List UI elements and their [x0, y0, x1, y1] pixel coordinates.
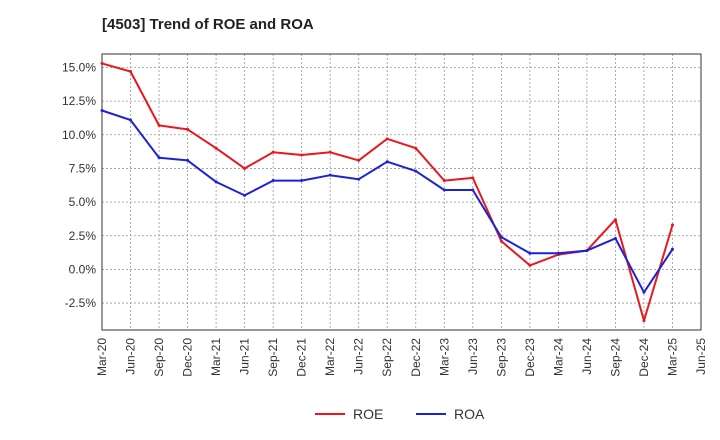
y-tick-label: 10.0%: [62, 128, 96, 142]
data-point-roe: [499, 239, 503, 243]
chart-title: [4503] Trend of ROE and ROA: [102, 16, 314, 33]
data-point-roa: [357, 177, 361, 181]
x-tick-label: Jun-22: [352, 338, 366, 375]
x-tick-label: Dec-20: [181, 338, 195, 377]
data-point-roa: [186, 158, 190, 162]
data-point-roa: [414, 169, 418, 173]
data-point-roa: [442, 188, 446, 192]
data-point-roe: [414, 146, 418, 150]
x-tick-label: Sep-20: [152, 338, 166, 377]
x-tick-label: Dec-24: [637, 338, 651, 377]
x-tick-label: Jun-20: [124, 338, 138, 375]
x-tick-label: Sep-24: [608, 338, 622, 377]
data-point-roa: [300, 179, 304, 183]
data-point-roa: [157, 156, 161, 160]
data-point-roa: [385, 160, 389, 164]
y-tick-label: -2.5%: [65, 296, 97, 310]
data-point-roa: [585, 249, 589, 253]
x-tick-label: Mar-21: [209, 338, 223, 376]
x-tick-label: Mar-24: [551, 338, 565, 376]
plot-frame: [101, 53, 702, 331]
data-point-roe: [328, 150, 332, 154]
data-point-roa: [328, 173, 332, 177]
x-tick-label: Mar-22: [323, 338, 337, 376]
x-tick-label: Dec-23: [523, 338, 537, 377]
data-point-roa: [243, 193, 247, 197]
y-tick-label: 0.0%: [69, 262, 97, 276]
data-point-roe: [271, 150, 275, 154]
x-tick-label: Sep-22: [380, 338, 394, 377]
data-point-roe: [613, 218, 617, 222]
data-point-roe: [528, 263, 532, 267]
data-point-roa: [556, 251, 560, 255]
data-point-roe: [214, 146, 218, 150]
data-point-roa: [100, 109, 104, 113]
data-point-roa: [528, 251, 532, 255]
data-point-roa: [214, 180, 218, 184]
data-point-roe: [642, 319, 646, 323]
data-point-roe: [100, 61, 104, 65]
x-tick-label: Mar-25: [665, 338, 679, 376]
y-tick-label: 5.0%: [69, 195, 97, 209]
y-tick-label: 15.0%: [62, 60, 96, 74]
data-point-roa: [471, 188, 475, 192]
data-point-roe: [385, 137, 389, 141]
data-point-roe: [300, 153, 304, 157]
legend-label-roe: ROE: [353, 406, 383, 422]
y-tick-label: 2.5%: [69, 229, 97, 243]
data-point-roe: [243, 166, 247, 170]
x-tick-label: Mar-20: [95, 338, 109, 376]
plot-area: [102, 54, 701, 330]
data-point-roe: [129, 70, 133, 74]
x-tick-label: Dec-22: [409, 338, 423, 377]
x-tick-label: Mar-23: [437, 338, 451, 376]
data-point-roe: [357, 158, 361, 162]
x-tick-label: Sep-21: [266, 338, 280, 377]
data-point-roe: [442, 179, 446, 183]
data-point-roa: [499, 235, 503, 239]
data-point-roa: [670, 247, 674, 251]
x-tick-label: Jun-21: [238, 338, 252, 375]
data-point-roe: [157, 123, 161, 127]
x-tick-label: Dec-21: [295, 338, 309, 377]
legend-label-roa: ROA: [454, 406, 485, 422]
x-tick-label: Jun-25: [694, 338, 708, 375]
x-tick-label: Jun-23: [466, 338, 480, 375]
data-point-roe: [186, 127, 190, 131]
data-point-roe: [670, 223, 674, 227]
data-point-roa: [642, 290, 646, 294]
x-tick-label: Jun-24: [580, 338, 594, 375]
y-tick-label: 7.5%: [69, 161, 97, 175]
data-point-roa: [271, 179, 275, 183]
y-tick-label: 12.5%: [62, 94, 96, 108]
data-point-roa: [613, 236, 617, 240]
x-tick-label: Sep-23: [494, 338, 508, 377]
data-point-roe: [471, 176, 475, 180]
data-point-roa: [129, 118, 133, 122]
